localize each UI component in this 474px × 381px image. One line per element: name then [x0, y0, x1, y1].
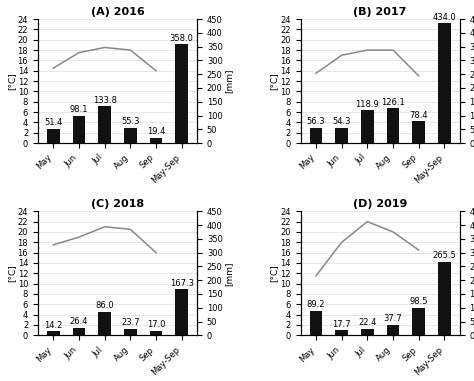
Text: 358.0: 358.0 [170, 34, 194, 43]
Text: 23.7: 23.7 [121, 318, 140, 327]
Bar [175, 289, 188, 335]
Bar [73, 116, 85, 143]
Text: 55.3: 55.3 [121, 117, 140, 126]
Bar [73, 328, 85, 335]
Y-axis label: [°C]: [°C] [7, 264, 16, 282]
Bar [98, 312, 111, 335]
Text: 126.1: 126.1 [381, 98, 405, 107]
Bar [175, 45, 188, 143]
Y-axis label: [mm]: [mm] [224, 261, 233, 285]
Text: 26.4: 26.4 [70, 317, 88, 327]
Bar [335, 330, 348, 335]
Bar [438, 262, 451, 335]
Bar [124, 128, 137, 143]
Text: 78.4: 78.4 [410, 111, 428, 120]
Title: (B) 2017: (B) 2017 [354, 7, 407, 17]
Text: 17.7: 17.7 [332, 320, 351, 329]
Bar [124, 329, 137, 335]
Bar [387, 325, 400, 335]
Bar [412, 308, 425, 335]
Bar [150, 331, 163, 335]
Text: 167.3: 167.3 [170, 279, 194, 288]
Text: 22.4: 22.4 [358, 319, 376, 327]
Text: 265.5: 265.5 [432, 251, 456, 261]
Text: 37.7: 37.7 [383, 314, 402, 323]
Y-axis label: [°C]: [°C] [270, 264, 279, 282]
Text: 118.9: 118.9 [356, 100, 379, 109]
Bar [335, 128, 348, 143]
Bar [361, 329, 374, 335]
Text: 434.0: 434.0 [432, 13, 456, 22]
Bar [310, 311, 322, 335]
Text: 89.2: 89.2 [307, 300, 325, 309]
Title: (D) 2019: (D) 2019 [353, 199, 407, 209]
Bar [47, 129, 60, 143]
Bar [310, 128, 322, 143]
Y-axis label: [°C]: [°C] [270, 72, 279, 90]
Y-axis label: [mm]: [mm] [224, 69, 233, 93]
Y-axis label: [°C]: [°C] [7, 72, 16, 90]
Bar [150, 138, 163, 143]
Text: 98.1: 98.1 [70, 106, 88, 114]
Title: (C) 2018: (C) 2018 [91, 199, 144, 209]
Bar [361, 110, 374, 143]
Bar [387, 108, 400, 143]
Text: 98.5: 98.5 [410, 298, 428, 306]
Text: 51.4: 51.4 [44, 118, 63, 127]
Text: 56.3: 56.3 [307, 117, 325, 126]
Text: 133.8: 133.8 [93, 96, 117, 104]
Text: 86.0: 86.0 [95, 301, 114, 310]
Title: (A) 2016: (A) 2016 [91, 7, 145, 17]
Text: 54.3: 54.3 [332, 117, 351, 126]
Bar [98, 106, 111, 143]
Bar [438, 24, 451, 143]
Text: 14.2: 14.2 [44, 321, 63, 330]
Text: 17.0: 17.0 [147, 320, 165, 329]
Text: 19.4: 19.4 [147, 127, 165, 136]
Bar [412, 122, 425, 143]
Bar [47, 331, 60, 335]
